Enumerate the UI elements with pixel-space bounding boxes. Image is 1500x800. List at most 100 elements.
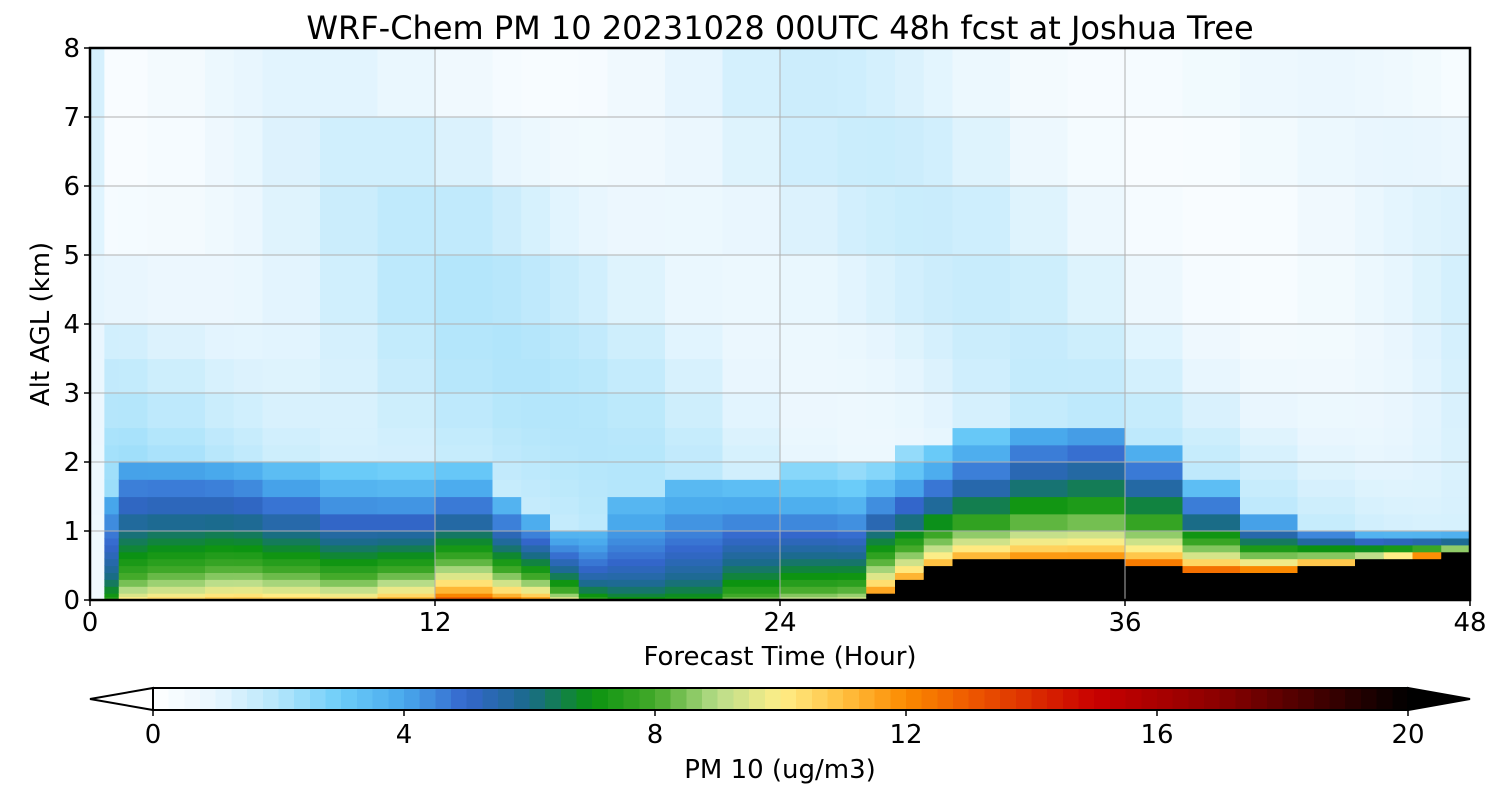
- field-cell: [665, 537, 724, 546]
- field-cell: [262, 427, 321, 446]
- field-cell: [1355, 444, 1385, 463]
- field-cell: [1441, 537, 1470, 546]
- y-tick-label: 5: [63, 241, 80, 271]
- field-cell: [1067, 255, 1126, 325]
- field-cell: [1412, 427, 1442, 446]
- field-cell: [90, 531, 105, 539]
- field-cell: [377, 324, 436, 360]
- field-cell: [550, 513, 580, 532]
- field-cell: [837, 558, 867, 567]
- field-cell: [492, 558, 522, 567]
- field-cell: [952, 565, 1011, 573]
- field-cell: [320, 537, 379, 546]
- field-cell: [1010, 462, 1069, 480]
- field-cell: [1010, 444, 1069, 463]
- field-cell: [550, 186, 580, 256]
- field-cell: [607, 444, 666, 463]
- y-tick-label: 7: [63, 103, 80, 133]
- field-cell: [1010, 117, 1069, 187]
- field-cell: [722, 358, 781, 394]
- field-cell: [607, 531, 666, 539]
- field-cell: [1412, 593, 1442, 598]
- field-cell: [1355, 579, 1385, 587]
- field-cell: [262, 513, 321, 532]
- field-cell: [578, 596, 609, 600]
- field-cell: [866, 48, 896, 118]
- field-cell: [233, 479, 264, 498]
- field-cell: [952, 572, 1011, 580]
- field-cell: [895, 186, 925, 256]
- field-cell: [780, 117, 839, 187]
- field-cell: [118, 537, 149, 546]
- field-cell: [320, 462, 379, 480]
- field-cell: [147, 537, 206, 546]
- field-cell: [104, 479, 120, 498]
- field-cell: [377, 255, 436, 325]
- field-cell: [923, 596, 954, 600]
- field-cell: [866, 596, 896, 600]
- field-cell: [578, 551, 609, 560]
- field-cell: [1412, 444, 1442, 463]
- field-cell: [435, 324, 494, 360]
- field-cell: [205, 565, 235, 573]
- field-cell: [550, 593, 580, 598]
- field-cell: [147, 531, 206, 539]
- field-cell: [262, 565, 321, 573]
- field-cell: [262, 596, 321, 600]
- field-cell: [521, 579, 551, 587]
- field-cell: [952, 537, 1011, 546]
- field-cell: [1067, 544, 1126, 553]
- field-cell: [1125, 579, 1184, 587]
- field-cell: [205, 551, 235, 560]
- field-cell: [1383, 479, 1414, 498]
- colorbar-tick-label: 12: [889, 720, 922, 750]
- x-tick-label: 12: [418, 608, 451, 638]
- field-cell: [895, 496, 925, 515]
- field-cell: [780, 593, 839, 598]
- field-cell: [1067, 117, 1126, 187]
- field-cell: [952, 324, 1011, 360]
- field-cell: [895, 479, 925, 498]
- field-cell: [665, 513, 724, 532]
- field-cell: [1297, 444, 1356, 463]
- field-cell: [952, 593, 1011, 598]
- field-cell: [1297, 531, 1356, 539]
- field-cell: [320, 558, 379, 567]
- field-cell: [923, 186, 954, 256]
- field-cell: [1383, 48, 1414, 118]
- field-cell: [233, 358, 264, 394]
- field-cell: [722, 565, 781, 573]
- field-cell: [147, 444, 206, 463]
- field-cell: [837, 513, 867, 532]
- field-cell: [233, 586, 264, 594]
- field-cell: [521, 462, 551, 480]
- field-cell: [1240, 358, 1299, 394]
- field-cell: [1383, 393, 1414, 429]
- field-cell: [118, 565, 149, 573]
- field-cell: [952, 186, 1011, 256]
- field-cell: [118, 496, 149, 515]
- field-cell: [1067, 479, 1126, 498]
- field-cell: [147, 513, 206, 532]
- field-cell: [1182, 551, 1241, 560]
- field-cell: [665, 255, 724, 325]
- field-cell: [1383, 513, 1414, 532]
- field-cell: [665, 117, 724, 187]
- field-cell: [1240, 586, 1299, 594]
- field-cell: [895, 513, 925, 532]
- field-cell: [233, 513, 264, 532]
- field-cell: [90, 496, 105, 515]
- field-cell: [1412, 496, 1442, 515]
- y-tick-label: 6: [63, 172, 80, 202]
- field-cell: [90, 593, 105, 598]
- field-cell: [435, 551, 494, 560]
- field-cell: [1355, 462, 1385, 480]
- field-cell: [1297, 427, 1356, 446]
- field-cell: [118, 531, 149, 539]
- field-cell: [866, 544, 896, 553]
- field-cell: [205, 579, 235, 587]
- field-cell: [104, 358, 120, 394]
- field-cell: [262, 496, 321, 515]
- field-cell: [1067, 551, 1126, 560]
- field-cell: [952, 586, 1011, 594]
